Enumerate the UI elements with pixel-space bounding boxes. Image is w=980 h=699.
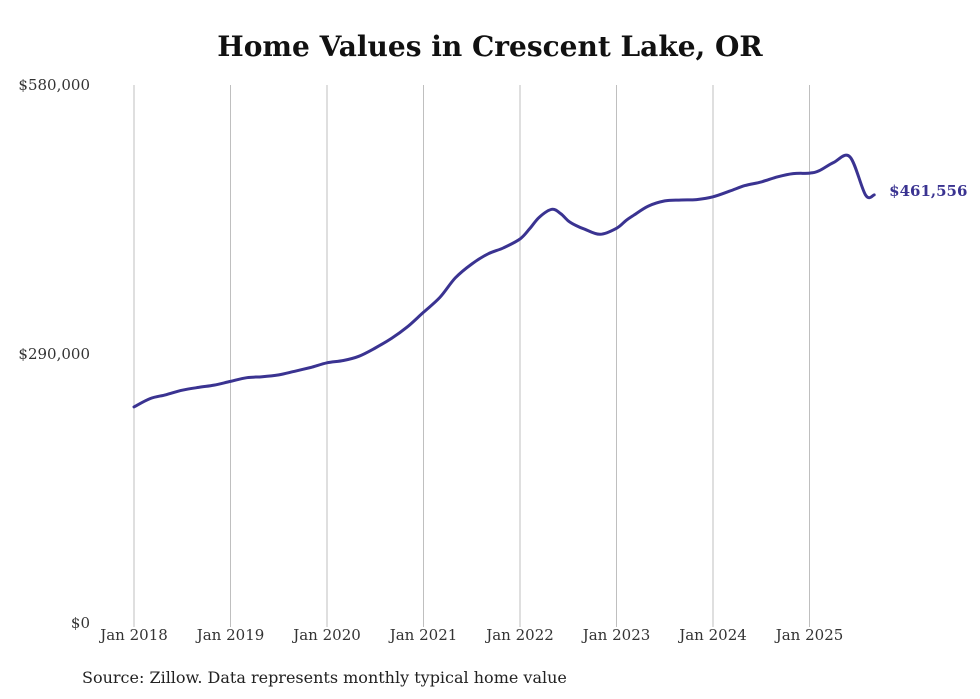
x-tick-label: Jan 2024 <box>677 626 747 644</box>
series-line-0 <box>132 153 876 409</box>
grid-lines <box>133 85 810 627</box>
y-axis: $0 $290,000 $580,000 <box>18 76 90 632</box>
x-tick-label: Jan 2023 <box>581 626 651 644</box>
y-tick-label: $290,000 <box>18 345 90 363</box>
chart-title: Home Values in Crescent Lake, OR <box>217 30 763 63</box>
y-tick-label: $0 <box>71 614 90 632</box>
series-layer: $461,556 <box>132 153 967 409</box>
x-tick-label: Jan 2018 <box>98 626 168 644</box>
x-tick-label: Jan 2025 <box>774 626 844 644</box>
x-tick-label: Jan 2019 <box>195 626 265 644</box>
end-value-label: $461,556 <box>889 182 967 200</box>
source-note: Source: Zillow. Data represents monthly … <box>82 668 567 687</box>
x-axis: Jan 2018 Jan 2019 Jan 2020 Jan 2021 Jan 2022… <box>98 626 843 644</box>
x-tick-label: Jan 2020 <box>291 626 361 644</box>
x-tick-label: Jan 2022 <box>484 626 554 644</box>
y-tick-label: $580,000 <box>18 76 90 94</box>
x-tick-label: Jan 2021 <box>388 626 458 644</box>
